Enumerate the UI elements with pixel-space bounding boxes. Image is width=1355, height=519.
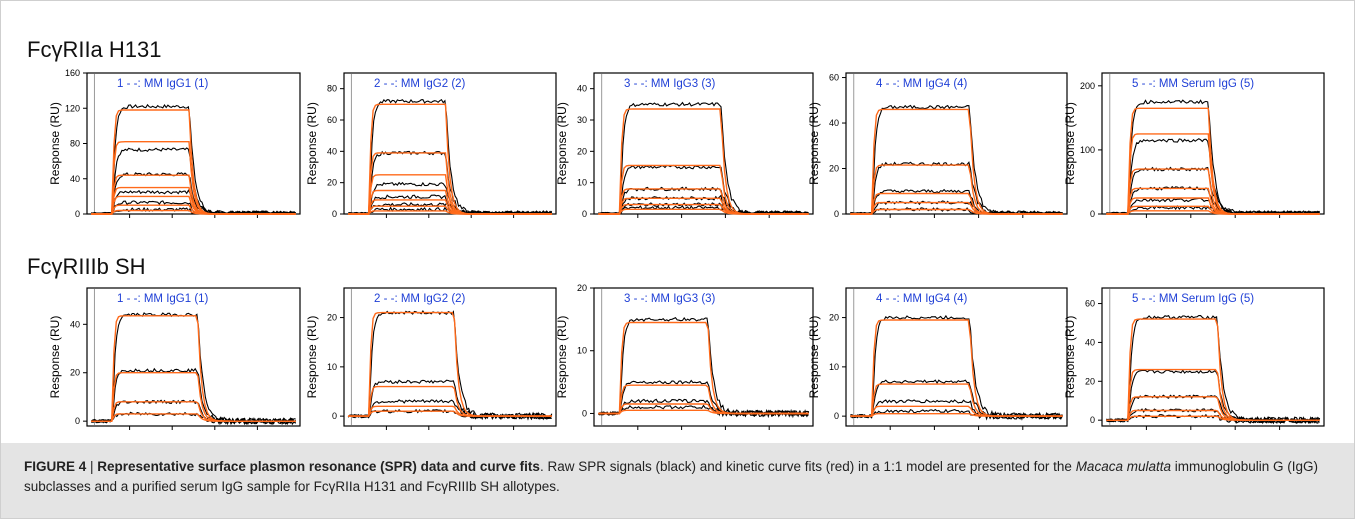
panel-2-1-ytick-label: 0	[75, 416, 80, 426]
panel-2-5-ylabel: Response (RU)	[1063, 316, 1077, 399]
panel-1-2-ytick-label: 0	[332, 209, 337, 219]
panel-2-4-ytick-label: 0	[834, 411, 839, 421]
panel-1-3-ytick-label: 20	[577, 146, 587, 156]
panel-1-5-label: 5 - -: MM Serum IgG (5)	[1132, 78, 1254, 90]
panel-2-3-ytick-label: 0	[582, 408, 587, 418]
caption-species: Macaca mulatta	[1075, 459, 1171, 474]
panel-1-1-ytick-label: 40	[70, 174, 80, 184]
panel-2-3-ytick-label: 10	[577, 346, 587, 356]
panel-1-5-ytick-label: 100	[1080, 145, 1095, 155]
panel-1-1-ytick-label: 0	[75, 209, 80, 219]
panel-1-2-fit-series-7	[348, 210, 552, 215]
panel-1-4-label: 4 - -: MM IgG4 (4)	[876, 78, 968, 90]
panel-2-3-raw-series-4	[598, 404, 809, 418]
caption-text-2: immunoglobulin G (IgG) subclasses and a …	[24, 459, 1319, 494]
panel-2-2-fit-series-4	[348, 410, 552, 417]
panel-1-4-ytick-label: 20	[829, 164, 839, 174]
panel-2-3-ylabel: Response (RU)	[555, 316, 569, 399]
panel-1-4-fit-series-5	[850, 208, 1063, 215]
panel-1-1-ytick-label: 120	[65, 103, 80, 113]
panel-2-1-ytick-label: 20	[70, 368, 80, 378]
caption-title: Representative surface plasmon resonance…	[97, 459, 540, 474]
panel-1-1-ytick-label: 80	[70, 139, 80, 149]
panel-1-3-ytick-label: 40	[577, 84, 587, 94]
panel-1-4-ylabel: Response (RU)	[807, 102, 821, 185]
panel-2-3-ytick-label: 20	[577, 283, 587, 293]
panel-1-4-ytick-label: 0	[834, 209, 839, 219]
figure-caption: FIGURE 4 | Representative surface plasmo…	[24, 457, 1334, 497]
panel-1-2-ytick-label: 20	[327, 178, 337, 188]
panel-1-4-ytick-label: 40	[829, 118, 839, 128]
panel-1-2-label: 2 - -: MM IgG2 (2)	[374, 78, 466, 90]
panel-2-1-label: 1 - -: MM IgG1 (1)	[117, 293, 209, 305]
caption-label: FIGURE 4	[24, 459, 87, 474]
panel-1-5-ytick-label: 0	[1090, 209, 1095, 219]
panel-1-5-ytick-label: 200	[1080, 81, 1095, 91]
panel-1-3-ytick-label: 0	[582, 209, 587, 219]
panel-2-5-frame	[1101, 287, 1325, 427]
panel-2-1-ytick-label: 40	[70, 319, 80, 329]
panel-2-2-ytick-label: 10	[327, 362, 337, 372]
panel-2-5-ytick-label: 0	[1090, 415, 1095, 425]
panel-2-1-ylabel: Response (RU)	[48, 316, 62, 399]
panel-1-2-ylabel: Response (RU)	[305, 102, 319, 185]
panel-2-3-frame	[593, 287, 814, 427]
panel-2-2-label: 2 - -: MM IgG2 (2)	[374, 293, 466, 305]
panel-1-5-ylabel: Response (RU)	[1063, 102, 1077, 185]
panel-2-2-ytick-label: 0	[332, 411, 337, 421]
panel-2-5-label: 5 - -: MM Serum IgG (5)	[1132, 293, 1254, 305]
panel-2-3-label: 3 - -: MM IgG3 (3)	[624, 293, 716, 305]
panel-2-3-raw-series-1	[598, 316, 809, 418]
panel-2-4-ylabel: Response (RU)	[807, 316, 821, 399]
panel-1-2-ytick-label: 60	[327, 115, 337, 125]
panel-1-3-raw-series-6	[598, 205, 809, 214]
panel-1-5-frame	[1101, 72, 1325, 215]
panel-1-5-fit-series-7	[1106, 210, 1320, 215]
panel-2-4-ytick-label: 10	[829, 362, 839, 372]
caption-separator: |	[86, 459, 98, 474]
panel-2-2-ylabel: Response (RU)	[305, 316, 319, 399]
panel-2-2-raw-series-3	[347, 399, 552, 421]
panel-1-4-frame	[845, 72, 1068, 215]
panel-1-2-ytick-label: 40	[327, 146, 337, 156]
panel-2-1-frame	[86, 287, 301, 427]
panel-1-3-fit-series-6	[598, 208, 809, 215]
panel-2-4-raw-series-3	[850, 399, 1064, 421]
panel-2-1-fit-series-4	[91, 413, 296, 422]
panel-2-5-ytick-label: 40	[1085, 337, 1095, 347]
panel-1-2-ytick-label: 80	[327, 84, 337, 94]
panel-2-4-label: 4 - -: MM IgG4 (4)	[876, 293, 968, 305]
spr-plots: FcγRIIa H131 FcγRIIIb SH 0 40 80 120 160 Respon…	[27, 37, 1325, 430]
panel-2-4-frame	[845, 287, 1068, 427]
row-title-2: FcγRIIIb SH	[27, 254, 146, 279]
caption-text-1: . Raw SPR signals (black) and kinetic cu…	[539, 459, 1076, 474]
panel-1-4-ytick-label: 60	[829, 73, 839, 83]
panel-1-1-ytick-label: 160	[65, 68, 80, 78]
panel-1-1-fit-series-7	[91, 209, 296, 215]
panel-2-5-raw-series-4	[1106, 408, 1320, 425]
row-title-1: FcγRIIa H131	[27, 37, 162, 62]
panel-1-3-ylabel: Response (RU)	[555, 102, 569, 185]
panel-1-1-ylabel: Response (RU)	[48, 102, 62, 185]
panel-2-5-ytick-label: 60	[1085, 299, 1095, 309]
panel-2-4-raw-series-4	[850, 408, 1064, 421]
caption-box: FIGURE 4 | Representative surface plasmo…	[1, 443, 1354, 518]
panel-2-5-ytick-label: 20	[1085, 376, 1095, 386]
panel-2-4-fit-series-4	[850, 413, 1063, 417]
panel-2-5-fit-series-5	[1106, 415, 1320, 421]
panel-1-3-ytick-label: 10	[577, 178, 587, 188]
panel-2-2-frame	[343, 287, 557, 427]
panel-2-3-fit-series-4	[598, 409, 809, 415]
panel-1-1-label: 1 - -: MM IgG1 (1)	[117, 78, 209, 90]
panel-1-3-ytick-label: 30	[577, 115, 587, 125]
panel-2-2-ytick-label: 20	[327, 313, 337, 323]
panel-2-4-ytick-label: 20	[829, 313, 839, 323]
panel-1-3-label: 3 - -: MM IgG3 (3)	[624, 78, 716, 90]
